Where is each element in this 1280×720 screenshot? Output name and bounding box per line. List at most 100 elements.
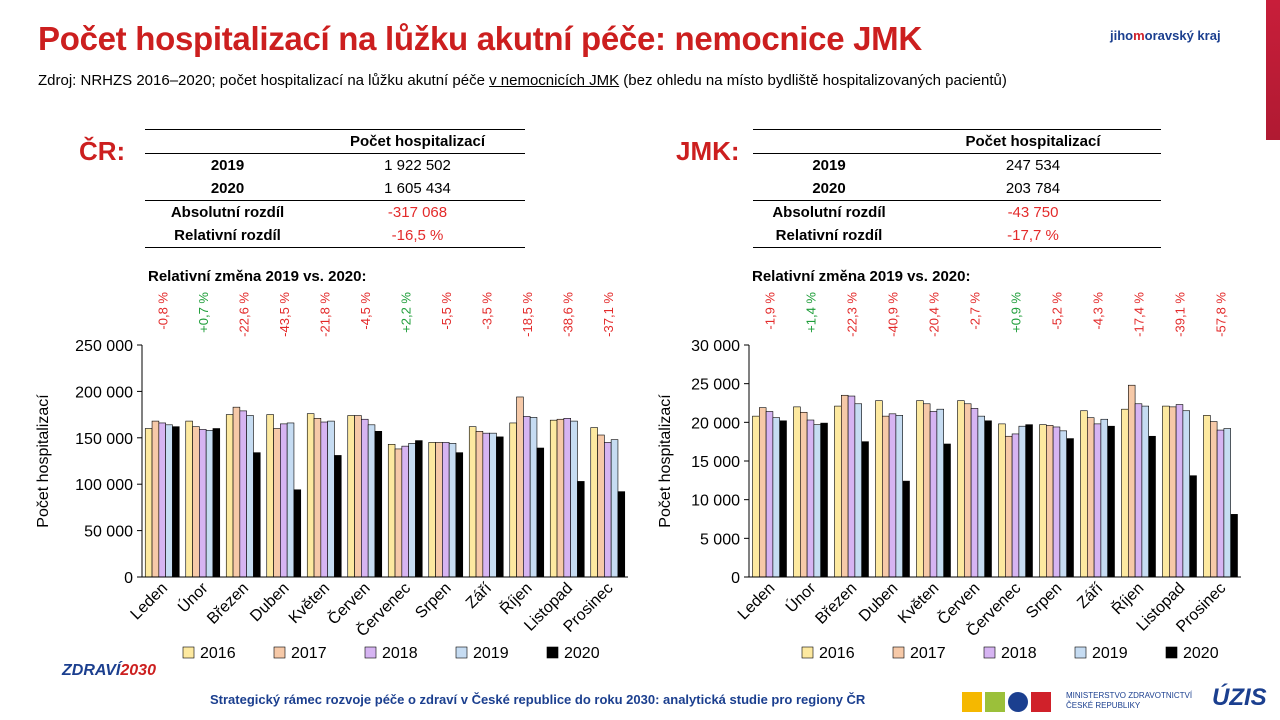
bar-2018 — [442, 442, 450, 578]
relative-change-label: -2,7 % — [968, 292, 983, 330]
legend-label-2020: 2020 — [564, 645, 600, 662]
bar-2017 — [151, 420, 160, 578]
bar-2018 — [320, 421, 328, 578]
relative-change-label: -40,9 % — [886, 292, 901, 337]
cr-row-value: -317 068 — [387, 203, 448, 221]
x-tick-label: Březen — [204, 580, 252, 628]
relative-change-label: +0,7 % — [196, 292, 211, 333]
x-tick-label: Říjen — [1107, 578, 1147, 618]
cr-bar-chart: 0 50 000 100 000 150 000 200 000 250 000 Počet… — [35, 292, 628, 662]
cr-row-value: 1 605 434 — [310, 176, 525, 201]
bar-2020 — [334, 455, 342, 578]
bar-2020 — [902, 480, 910, 578]
y-tick-label: 0 — [124, 570, 133, 587]
legend-swatch-2016 — [182, 646, 195, 659]
bar-2018 — [1216, 429, 1225, 578]
bar-2017 — [516, 396, 524, 578]
bar-2016 — [793, 406, 801, 578]
y-tick-label: 10 000 — [691, 493, 740, 510]
relative-change-label: -39,1 % — [1173, 292, 1188, 337]
legend-label-2019: 2019 — [1092, 645, 1128, 662]
relative-change-label: -21,8 % — [317, 292, 332, 337]
bar-2020 — [496, 436, 504, 578]
bar-2017 — [1168, 406, 1177, 578]
bar-2019 — [977, 415, 985, 578]
jmk-row-value: -17,7 % — [905, 223, 1161, 248]
bar-2016 — [1203, 415, 1211, 578]
bar-2017 — [435, 442, 443, 578]
bar-2016 — [998, 423, 1006, 578]
x-tick-label: Srpen — [1023, 580, 1065, 622]
bar-2017 — [475, 431, 484, 578]
ministry-logo: MINISTERSTVO ZDRAVOTNICTVÍ ČESKÉ REPUBLI… — [1066, 691, 1193, 710]
bar-2016 — [1162, 405, 1170, 578]
bar-2020 — [1107, 425, 1115, 578]
bar-2018 — [1093, 423, 1102, 578]
jmk-region-label: JMK: — [676, 136, 740, 166]
bar-2017 — [922, 403, 931, 578]
y-tick-label: 150 000 — [75, 431, 133, 448]
y-tick-label: 0 — [731, 570, 740, 587]
bar-2016 — [1080, 410, 1088, 578]
y-tick-label: 250 000 — [75, 338, 133, 355]
bar-2018 — [1175, 404, 1184, 578]
bar-2020 — [253, 452, 261, 578]
bar-2016 — [1039, 424, 1047, 578]
partner-logo-icon — [1031, 692, 1051, 712]
source-link: v nemocnicích JMK — [489, 72, 620, 89]
legend-label-2018: 2018 — [1001, 645, 1037, 662]
x-tick-label: Září — [463, 579, 496, 612]
bar-2016 — [225, 414, 234, 578]
bar-2016 — [834, 405, 842, 578]
bar-2016 — [509, 422, 517, 578]
bar-2020 — [861, 441, 869, 578]
bar-2018 — [563, 418, 571, 578]
bar-2018 — [888, 413, 897, 578]
bar-2019 — [1182, 410, 1191, 578]
bar-2016 — [347, 415, 355, 578]
bar-2017 — [800, 411, 808, 578]
legend-label-2016: 2016 — [200, 645, 236, 662]
bar-2020 — [374, 431, 383, 578]
bar-2018 — [361, 418, 369, 578]
source-note: Zdroj: NRHZS 2016–2020; počet hospitaliz… — [38, 72, 1007, 89]
bar-2017 — [1045, 425, 1054, 578]
bar-2018 — [1052, 426, 1061, 578]
bar-2019 — [165, 424, 173, 578]
legend-swatch-2018 — [364, 646, 377, 659]
y-tick-label: 20 000 — [691, 415, 740, 432]
jmk-row-label: 2019 — [812, 156, 846, 174]
relative-change-label: -22,3 % — [845, 292, 860, 337]
relative-change-label: +0,9 % — [1009, 292, 1024, 333]
bar-2017 — [759, 407, 767, 578]
jmk-row-value: -43 750 — [1007, 203, 1059, 221]
x-tick-label: Srpen — [412, 580, 454, 622]
footer-text: Strategický rámec rozvoje péče o zdraví … — [210, 692, 866, 707]
x-tick-label: Leden — [735, 580, 778, 623]
bar-2018 — [1134, 403, 1143, 578]
bar-2020 — [455, 452, 464, 578]
bar-2020 — [984, 420, 992, 578]
legend-label-2016: 2016 — [819, 645, 855, 662]
bar-2019 — [246, 415, 254, 578]
bar-2019 — [1223, 428, 1232, 578]
page-title: Počet hospitalizací na lůžku akutní péče… — [38, 20, 922, 57]
legend-swatch-2018 — [983, 646, 996, 659]
x-tick-label: Leden — [128, 580, 171, 623]
relative-change-label: -37,1 % — [601, 292, 616, 337]
partner-logos — [962, 692, 1051, 712]
relative-change-label: -3,5 % — [479, 292, 494, 330]
bar-2017 — [354, 415, 362, 578]
bar-2020 — [617, 491, 626, 578]
cr-row-value: 1 922 502 — [384, 156, 451, 174]
cr-table-header: Počet hospitalizací — [310, 129, 525, 154]
relative-change-label: -5,5 % — [439, 292, 454, 330]
relative-change-label: +2,2 % — [398, 292, 413, 333]
x-tick-label: Duben — [247, 580, 292, 625]
bar-2019 — [529, 417, 538, 578]
y-tick-label: 15 000 — [691, 454, 740, 471]
legend-swatch-2016 — [801, 646, 814, 659]
legend-swatch-2017 — [892, 646, 905, 659]
bar-2016 — [468, 426, 477, 578]
bar-2019 — [813, 424, 821, 578]
